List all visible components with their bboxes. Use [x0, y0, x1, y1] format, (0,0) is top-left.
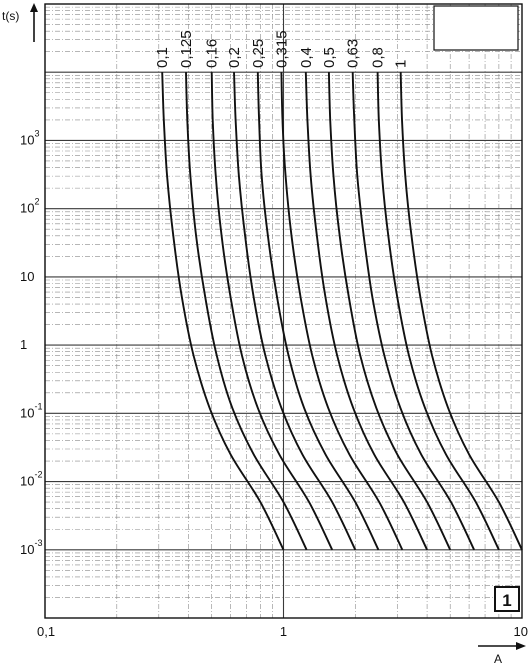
series-curve-7 [304, 72, 428, 551]
x-tick-label: 0,1 [37, 624, 55, 639]
curves [161, 72, 523, 551]
y-tick-exponent: -3 [34, 538, 42, 548]
x-axis-arrowhead [516, 642, 526, 650]
y-axis-title: t(s) [2, 9, 19, 23]
figure-badge-label: 1 [502, 591, 511, 610]
y-tick-exponent: -1 [34, 401, 42, 411]
series-label-1: 0,1 [154, 47, 171, 68]
series-label-6: 0,315 [273, 30, 290, 68]
series-label-8: 0,5 [321, 47, 338, 68]
series-curve-8 [327, 72, 452, 551]
series-label-9: 0,63 [345, 39, 362, 68]
series-curve-11 [399, 72, 523, 551]
series-labels: 0,1 0,125 0,16 0,2 0,25 0,315 0,4 0,5 0,63 0,8 1 [154, 30, 410, 68]
series-label-5: 0,25 [250, 39, 267, 68]
y-axis-arrowhead [30, 3, 38, 12]
plot-frame [44, 3, 523, 619]
legend-box [433, 5, 519, 51]
series-label-11: 1 [393, 60, 410, 68]
x-tick-label: 10 [514, 624, 528, 639]
series-label-10: 0,8 [370, 47, 387, 68]
series-curve-5 [256, 72, 380, 551]
series-curve-1 [161, 72, 285, 551]
series-label-7: 0,4 [298, 47, 315, 68]
series-label-3: 0,16 [204, 39, 221, 68]
series-curve-6 [280, 72, 404, 551]
series-curve-9 [351, 72, 475, 551]
x-tick-label: 1 [280, 624, 287, 639]
series-curve-3 [210, 72, 334, 551]
figure-badge [494, 586, 520, 612]
series-curve-2 [185, 72, 308, 551]
series-curve-4 [233, 72, 357, 551]
y-tick-exponent: -2 [34, 470, 42, 480]
series-curve-10 [376, 72, 500, 551]
series-label-4: 0,2 [226, 47, 243, 68]
y-tick-label: 1 [20, 337, 27, 352]
grid [44, 4, 522, 619]
y-tick-exponent: 2 [34, 197, 39, 207]
y-tick-exponent: 3 [34, 128, 39, 138]
series-label-2: 0,125 [178, 30, 195, 68]
x-axis-title: A [494, 652, 502, 666]
y-tick-label: 10 [20, 269, 34, 284]
